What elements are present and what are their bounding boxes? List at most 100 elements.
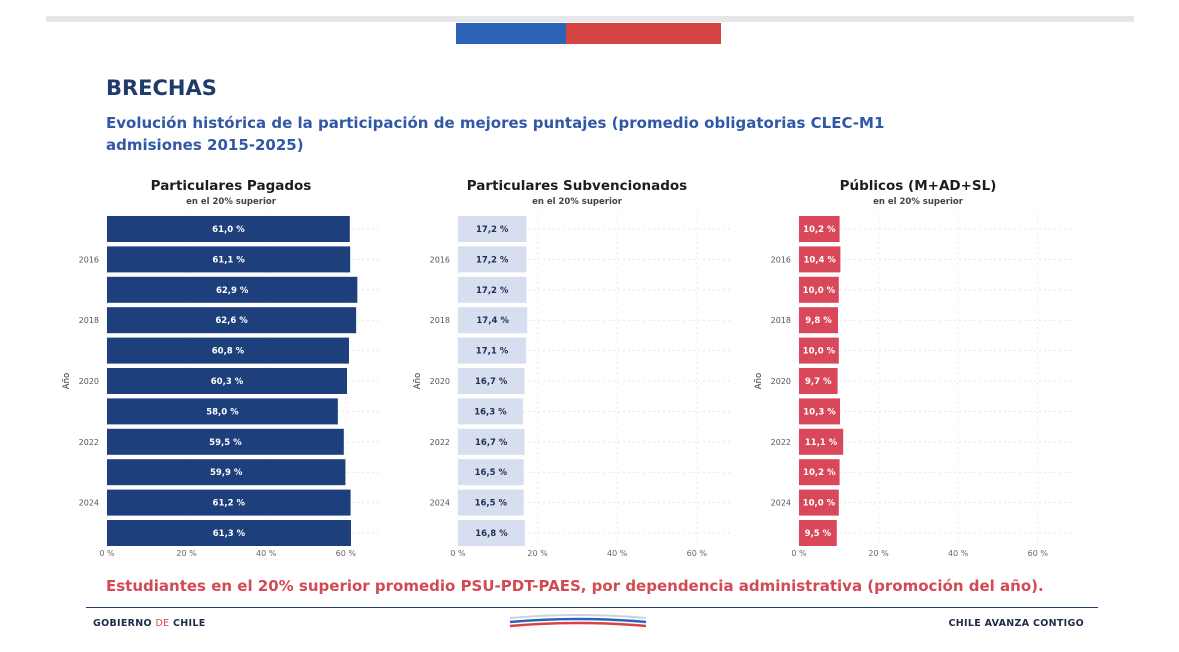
bar-label-subvencionados: 16,5 % [475,468,508,478]
bar-label-pagados: 61,1 % [212,255,245,265]
bar-subvencionados [458,246,527,273]
y-tick-label-publicos: 2024 [771,499,791,508]
bar-label-subvencionados: 16,8 % [475,529,508,539]
bar-pagados [107,520,351,546]
bar-label-subvencionados: 17,2 % [476,255,509,265]
bar-label-subvencionados: 16,7 % [475,377,508,387]
y-axis-title-subvencionados: Año [413,373,423,389]
bar-subvencionados [458,337,527,364]
bar-pagados [107,337,349,364]
y-tick-label-publicos: 2020 [771,377,791,386]
y-tick-label-pagados: 2020 [79,377,99,386]
top-rule [46,16,1134,22]
footer-chile-avanza: CHILE AVANZA CONTIGO [948,618,1084,629]
bar-label-publicos: 10,4 % [803,255,836,265]
y-axis-title-publicos: Año [754,373,764,389]
y-axis-title-pagados: Año [62,373,72,389]
bar-label-subvencionados: 17,4 % [476,316,509,326]
x-tick-label-pagados: 40 % [256,549,277,558]
chart-caption: Estudiantes en el 20% superior promedio … [106,577,1044,595]
bar-label-publicos: 9,8 % [805,316,832,326]
x-tick-label-publicos: 60 % [1028,549,1049,558]
bar-publicos [799,337,839,364]
bar-label-subvencionados: 16,5 % [475,499,508,509]
bar-pagados [107,489,351,516]
y-tick-label-subvencionados: 2018 [430,316,450,325]
bar-publicos [799,216,840,242]
bar-publicos [799,428,844,455]
chart-subtitle-subvencionados: en el 20% superior [532,197,622,207]
bar-label-subvencionados: 16,3 % [474,407,507,417]
bar-subvencionados [458,276,527,303]
bar-subvencionados [458,216,527,242]
bar-label-pagados: 59,9 % [210,468,243,478]
bar-label-pagados: 62,9 % [216,286,249,296]
x-tick-label-publicos: 20 % [868,549,889,558]
chart-subtitle-pagados: en el 20% superior [186,197,276,207]
bar-publicos [799,246,841,273]
bar-subvencionados [458,307,528,334]
bar-label-pagados: 60,3 % [211,377,244,387]
bar-subvencionados [458,428,525,455]
y-tick-label-subvencionados: 2024 [430,499,450,508]
bar-label-publicos: 10,2 % [803,225,836,235]
bar-label-publicos: 9,7 % [805,377,832,387]
bar-pagados [107,459,346,486]
chart-title-publicos: Públicos (M+AD+SL) [839,178,997,194]
bar-label-pagados: 61,0 % [212,225,245,235]
bar-label-pagados: 61,2 % [213,499,246,509]
bar-label-pagados: 58,0 % [206,407,239,417]
bar-publicos [799,489,839,516]
bar-label-subvencionados: 17,2 % [476,225,509,235]
bar-subvencionados [458,520,525,546]
bar-subvencionados [458,368,525,394]
page-title: BRECHAS [106,76,217,100]
y-tick-label-pagados: 2016 [79,255,99,264]
bar-subvencionados [458,489,524,516]
footer-left-word1: GOBIERNO [93,618,152,629]
flag-red-stripe [566,23,721,44]
bar-pagados [107,398,338,425]
bar-subvencionados [458,459,524,486]
x-tick-label-publicos: 0 % [791,549,807,558]
page-subtitle: Evolución histórica de la participación … [106,114,885,154]
bar-pagados [107,368,347,394]
bar-label-pagados: 62,6 % [215,316,248,326]
flag-blue-stripe [456,23,566,44]
chart-subtitle-publicos: en el 20% superior [873,197,963,207]
chart-title-subvencionados: Particulares Subvencionados [466,178,688,194]
x-tick-label-subvencionados: 40 % [607,549,628,558]
bar-pagados [107,307,357,334]
bar-publicos [799,398,840,425]
y-tick-label-pagados: 2018 [79,316,99,325]
x-tick-label-publicos: 40 % [948,549,969,558]
y-tick-label-subvencionados: 2022 [430,438,450,447]
bar-publicos [799,520,837,546]
bar-label-publicos: 10,2 % [803,468,836,478]
bar-label-publicos: 10,0 % [803,347,836,357]
x-tick-label-subvencionados: 60 % [687,549,708,558]
x-tick-label-subvencionados: 20 % [527,549,548,558]
footer-left-de: DE [155,618,170,629]
chart-title-pagados: Particulares Pagados [150,178,312,194]
bar-publicos [799,276,839,303]
bar-label-publicos: 10,3 % [803,407,836,417]
bar-publicos [799,307,839,334]
y-tick-label-subvencionados: 2016 [430,255,450,264]
bar-pagados [107,246,351,273]
footer-rule [86,607,1098,608]
bar-subvencionados [458,398,523,425]
bar-pagados [107,216,350,242]
y-tick-label-pagados: 2022 [79,438,99,447]
bar-publicos [799,368,838,394]
x-tick-label-pagados: 60 % [336,549,357,558]
y-tick-label-publicos: 2018 [771,316,791,325]
footer-left-word2: CHILE [173,618,206,629]
bar-label-subvencionados: 16,7 % [475,438,508,448]
x-tick-label-pagados: 0 % [99,549,115,558]
bar-label-subvencionados: 17,2 % [476,286,509,296]
bar-pagados [107,428,344,455]
bar-label-pagados: 59,5 % [209,438,242,448]
bar-label-subvencionados: 17,1 % [476,347,509,357]
